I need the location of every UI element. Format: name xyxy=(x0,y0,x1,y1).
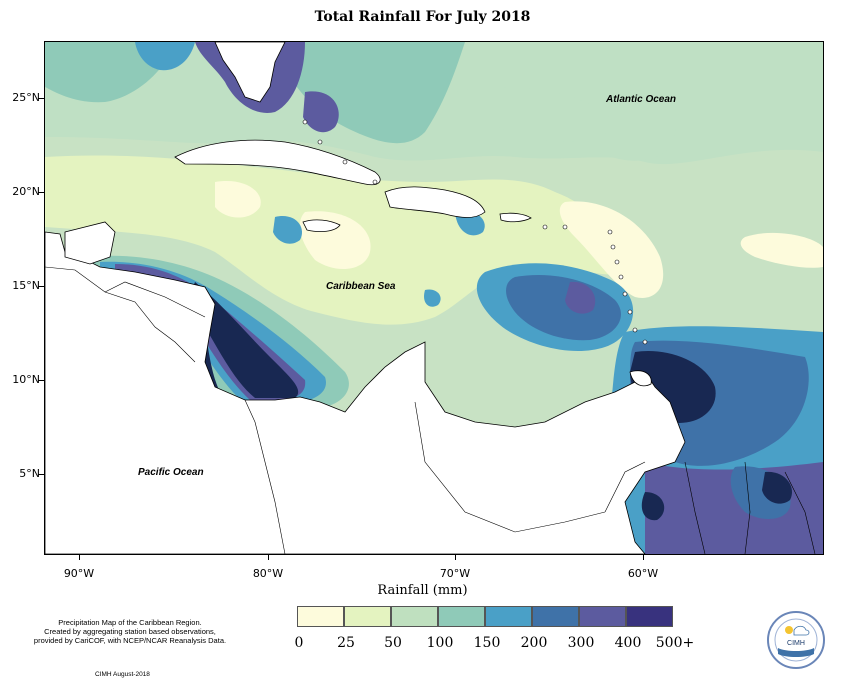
legend-label: 500+ xyxy=(655,635,695,651)
legend-swatch xyxy=(532,606,579,627)
map-title: Total Rainfall For July 2018 xyxy=(314,9,531,25)
lat-tick xyxy=(38,286,44,287)
rainfall-contours xyxy=(45,42,823,554)
lat-tick xyxy=(38,380,44,381)
lat-label: 15°N xyxy=(12,279,40,292)
map-note-line: Precipitation Map of the Caribbean Regio… xyxy=(58,618,202,627)
lat-label: 10°N xyxy=(12,373,40,386)
lon-tick xyxy=(268,554,269,560)
legend-swatch xyxy=(579,606,626,627)
legend-swatch xyxy=(344,606,391,627)
legend-label: 300 xyxy=(567,635,595,651)
legend-swatch xyxy=(485,606,532,627)
atlantic-ocean-label: Atlantic Ocean xyxy=(606,94,677,105)
lon-tick xyxy=(455,554,456,560)
legend-label: 100 xyxy=(426,635,454,651)
lon-tick xyxy=(643,554,644,560)
lon-label: 60°W xyxy=(627,567,659,580)
lat-label: 5°N xyxy=(19,467,40,480)
lon-label: 80°W xyxy=(252,567,284,580)
lon-label: 90°W xyxy=(63,567,95,580)
legend-swatch xyxy=(438,606,485,627)
caribbean-sea-label: Caribbean Sea xyxy=(326,281,396,292)
legend-label: 400 xyxy=(614,635,642,651)
lon-label: 70°W xyxy=(439,567,471,580)
legend-label: 25 xyxy=(337,635,355,651)
legend-label: 150 xyxy=(473,635,501,651)
legend-label: 50 xyxy=(384,635,402,651)
lat-label: 25°N xyxy=(12,91,40,104)
lat-label: 20°N xyxy=(12,185,40,198)
cimh-logo: CIMH xyxy=(766,610,826,670)
lat-tick xyxy=(38,98,44,99)
legend-swatch xyxy=(391,606,438,627)
legend-label: 200 xyxy=(520,635,548,651)
credit-text: CIMH August-2018 xyxy=(95,671,150,678)
rainfall-map xyxy=(44,41,824,555)
map-note-line: provided by CariCOF, with NCEP/NCAR Rean… xyxy=(33,636,227,645)
legend-swatch xyxy=(297,606,344,627)
legend-label: 0 xyxy=(294,635,304,651)
map-note-line: Created by aggregating station based obs… xyxy=(44,627,216,636)
pacific-ocean-label: Pacific Ocean xyxy=(138,467,204,478)
lat-tick xyxy=(38,192,44,193)
legend-swatch xyxy=(626,606,673,627)
rainfall-axis-title: Rainfall (mm) xyxy=(377,583,468,598)
logo-text: CIMH xyxy=(787,640,805,647)
lon-tick xyxy=(79,554,80,560)
lat-tick xyxy=(38,474,44,475)
